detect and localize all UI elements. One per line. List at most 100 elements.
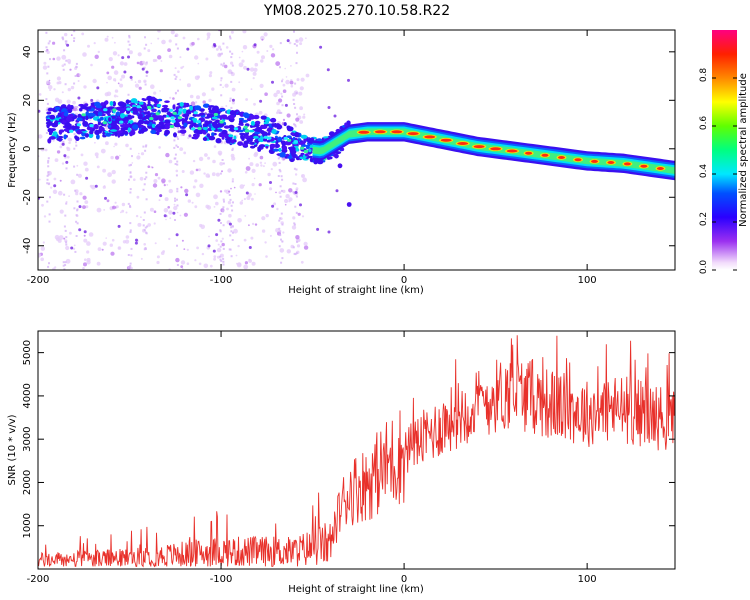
noise-streak [219,53,222,56]
band-point [249,129,255,133]
noise-streak [45,98,48,101]
x-tick-label: 0 [401,275,407,286]
noise-point [184,188,189,194]
band-point [121,102,127,108]
noise-point [208,74,212,78]
noise-point [42,241,45,244]
noise-streak [219,48,222,51]
noise-streak [74,75,77,77]
band-point [285,153,290,157]
noise-streak [146,225,149,228]
band-highlight [177,116,183,120]
noise-point [167,48,172,52]
noise-streak [75,235,78,237]
band-highlight [76,123,82,127]
band-point [97,121,101,126]
noise-point [224,83,229,88]
noise-streak [47,165,50,168]
band-point [61,108,67,112]
noise-streak [173,146,176,149]
band-point [208,105,215,108]
noise-streak [142,224,145,227]
band-point [143,105,148,111]
band-point [125,109,131,114]
noise-point [219,161,224,166]
noise-point [215,239,218,242]
noise-streak [64,156,67,159]
noise-streak [48,220,51,223]
noise-streak [75,65,78,68]
colorbar-tick-label: 0.0 [699,260,709,275]
noise-point [125,239,130,244]
band-point [245,131,250,136]
noise-point [94,141,96,144]
noise-point [58,81,62,85]
noise-streak [220,222,222,224]
noise-point [70,85,75,90]
noise-point [196,95,200,100]
noise-point [172,97,175,100]
band-point [152,121,156,125]
noise-point [53,88,56,91]
noise-point [83,234,86,237]
band-point [109,101,114,106]
noise-point [165,152,170,158]
noise-streak [75,220,78,223]
noise-streak [145,171,148,174]
noise-streak [295,44,298,47]
noise-point [295,235,300,240]
noise-point [244,171,248,174]
noise-point [113,145,115,148]
noise-point [83,85,87,89]
noise-speckle [231,98,235,102]
band-point [93,110,99,115]
noise-streak [280,261,283,264]
ridge-peak [457,142,469,145]
band-point [230,140,235,144]
noise-streak [231,225,234,228]
band-highlight [244,129,250,133]
noise-streak [293,43,296,45]
x-tick-label: 100 [578,275,597,286]
noise-point [238,81,241,84]
noise-speckle [335,189,339,193]
ridge-peak [374,130,386,134]
band-point [49,128,56,132]
noise-streak [230,80,233,83]
isolated-blob [337,163,343,169]
band-point [110,122,118,128]
noise-point [284,198,289,204]
noise-streak [130,78,133,81]
noise-point [219,190,223,193]
band-point [327,156,333,160]
noise-point [76,164,79,167]
noise-speckle [38,109,41,113]
noise-point [252,71,257,76]
noise-speckle [63,154,67,158]
band-point [123,131,128,134]
noise-point [114,41,116,44]
noise-speckle [121,56,125,60]
noise-point [282,83,286,87]
noise-point [180,265,184,268]
noise-point [125,143,129,148]
noise-streak [281,95,284,98]
noise-point [83,262,87,267]
noise-point [168,39,172,43]
band-point [166,112,172,116]
noise-point [267,172,271,177]
noise-speckle [245,191,249,195]
band-point [288,146,296,152]
band-point [263,138,268,142]
noise-streak [229,198,232,201]
noise-point [279,248,285,253]
band-point [86,126,94,131]
noise-point [275,61,281,66]
noise-point [157,176,161,180]
noise-point [136,155,141,160]
noise-streak [295,92,298,94]
noise-point [123,62,128,66]
band-point [202,127,208,130]
noise-point [121,209,125,213]
noise-streak [49,58,51,61]
